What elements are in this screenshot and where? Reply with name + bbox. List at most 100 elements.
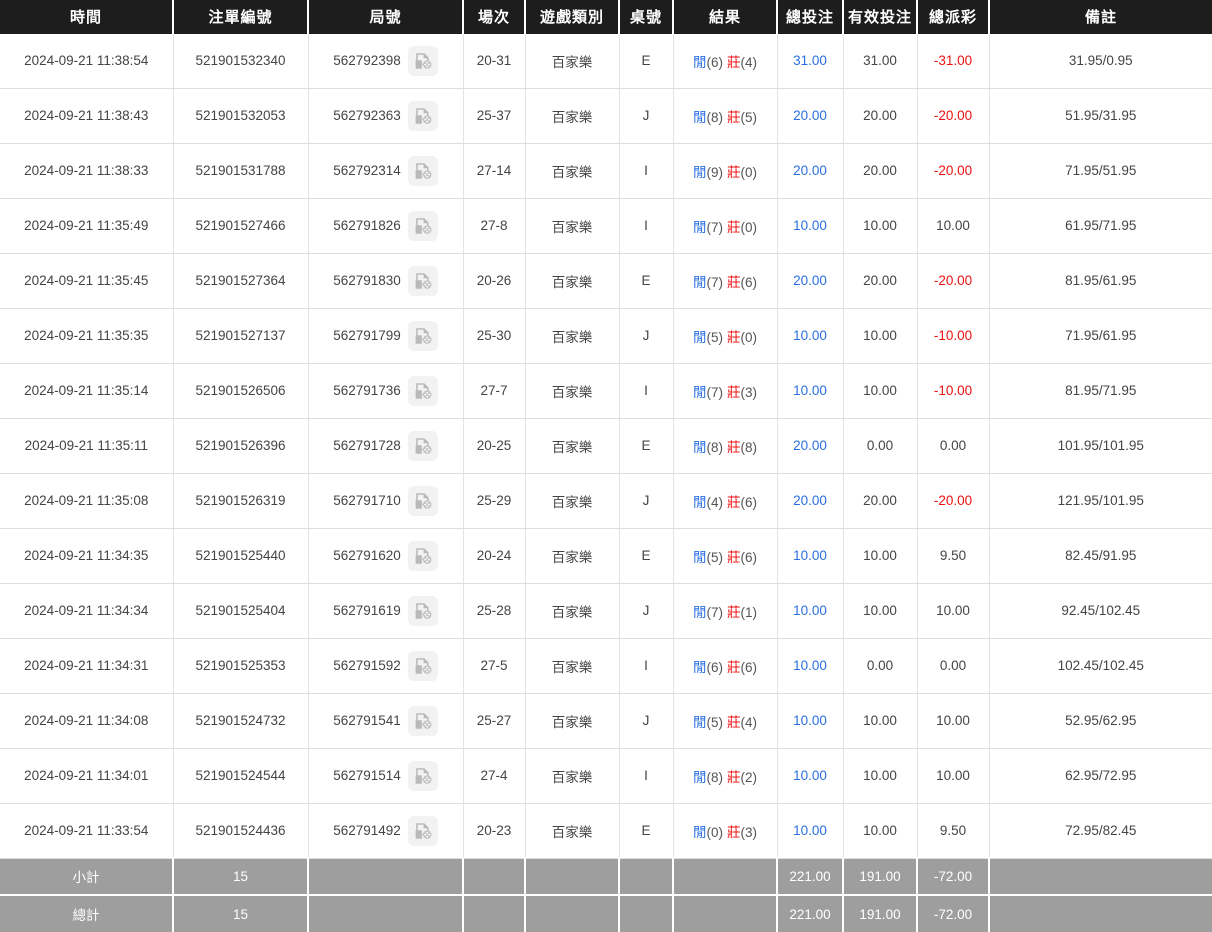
column-header-game-type[interactable]: 遊戲類別 — [525, 0, 620, 34]
round-no-text: 562792398 — [333, 53, 401, 68]
video-film-icon[interactable] — [407, 430, 438, 461]
cell-total-payout: -10.00 — [917, 308, 990, 364]
column-header-total-bet[interactable]: 總投注 — [777, 0, 844, 34]
game-type-text: 百家樂 — [551, 164, 593, 180]
video-film-icon[interactable] — [407, 650, 438, 681]
cell-game-type: 百家樂 — [525, 638, 620, 694]
cell-valid-bet: 10.00 — [843, 198, 918, 254]
column-header-total-payout[interactable]: 總派彩 — [917, 0, 990, 34]
banker-label: 莊 — [727, 54, 741, 70]
valid-bet-text: 10.00 — [863, 713, 897, 728]
table-row: 2024-09-21 11:38:33 521901531788 562792314… — [0, 143, 1212, 199]
grandtotal-game-type — [525, 895, 620, 932]
bet-id-text: 521901531788 — [195, 163, 286, 178]
column-header-result[interactable]: 結果 — [673, 0, 778, 34]
video-film-icon[interactable] — [407, 375, 438, 406]
table-no-text: I — [644, 768, 648, 783]
cell-valid-bet: 20.00 — [843, 88, 918, 144]
bet-id-text: 521901526319 — [195, 493, 286, 508]
column-header-table-no[interactable]: 桌號 — [619, 0, 674, 34]
player-label: 閒 — [693, 164, 707, 180]
valid-bet-text: 20.00 — [863, 493, 897, 508]
column-header-session[interactable]: 場次 — [463, 0, 526, 34]
bet-id-text: 521901525404 — [195, 603, 286, 618]
video-film-icon[interactable] — [407, 540, 438, 571]
bet-id-text: 521901524436 — [195, 823, 286, 838]
column-header-round-no[interactable]: 局號 — [308, 0, 464, 34]
game-type-text: 百家樂 — [551, 54, 593, 70]
round-no-text: 562791710 — [333, 493, 401, 508]
video-film-icon[interactable] — [407, 485, 438, 516]
player-value: (7) — [706, 384, 724, 400]
banker-label: 莊 — [727, 274, 741, 290]
cell-result: 閒(7) 莊(0) — [673, 198, 778, 254]
video-film-icon[interactable] — [407, 265, 438, 296]
cell-table-no: I — [619, 198, 674, 254]
video-film-icon[interactable] — [407, 45, 438, 76]
video-film-icon[interactable] — [407, 815, 438, 846]
subtotal-round-no — [308, 858, 464, 896]
cell-table-no: I — [619, 143, 674, 199]
cell-total-bet: 20.00 — [777, 143, 844, 199]
cell-result: 閒(0) 莊(3) — [673, 803, 778, 859]
cell-total-payout: -31.00 — [917, 33, 990, 89]
cell-table-no: E — [619, 418, 674, 474]
grandtotal-remark — [989, 895, 1212, 932]
banker-label: 莊 — [727, 329, 741, 345]
cell-valid-bet: 0.00 — [843, 418, 918, 474]
cell-valid-bet: 20.00 — [843, 253, 918, 309]
cell-time: 2024-09-21 11:35:45 — [0, 253, 174, 309]
game-type-text: 百家樂 — [551, 439, 593, 455]
banker-value: (1) — [740, 604, 758, 620]
cell-total-bet: 10.00 — [777, 363, 844, 419]
cell-total-bet: 10.00 — [777, 693, 844, 749]
round-wrap: 562791826 — [333, 210, 438, 241]
session-text: 27-14 — [476, 163, 512, 178]
cell-result: 閒(5) 莊(4) — [673, 693, 778, 749]
round-wrap: 562792314 — [333, 155, 438, 186]
video-film-icon[interactable] — [407, 595, 438, 626]
column-header-time[interactable]: 時間 — [0, 0, 174, 34]
grandtotal-valid-bet: 191.00 — [843, 895, 918, 932]
table-row: 2024-09-21 11:34:35 521901525440 562791620… — [0, 528, 1212, 584]
cell-remark: 61.95/71.95 — [989, 198, 1212, 254]
player-value: (8) — [706, 109, 724, 125]
result-text: 閒(5) 莊(4) — [693, 715, 757, 730]
valid-bet-text: 20.00 — [863, 273, 897, 288]
total-bet-text: 31.00 — [793, 53, 827, 68]
banker-value: (8) — [740, 439, 758, 455]
cell-total-payout: 10.00 — [917, 198, 990, 254]
valid-bet-text: 10.00 — [863, 823, 897, 838]
banker-label: 莊 — [727, 659, 741, 675]
total-bet-text: 10.00 — [793, 383, 827, 398]
player-value: (5) — [706, 714, 724, 730]
column-header-bet-id[interactable]: 注單編號 — [173, 0, 309, 34]
banker-value: (3) — [740, 824, 758, 840]
video-film-icon[interactable] — [407, 760, 438, 791]
cell-bet-id: 521901532340 — [173, 33, 309, 89]
video-film-icon[interactable] — [407, 155, 438, 186]
banker-value: (2) — [740, 769, 758, 785]
video-film-icon[interactable] — [407, 210, 438, 241]
round-wrap: 562791514 — [333, 760, 438, 791]
video-film-icon[interactable] — [407, 705, 438, 736]
column-header-valid-bet[interactable]: 有效投注 — [843, 0, 918, 34]
player-label: 閒 — [693, 109, 707, 125]
remark-text: 51.95/31.95 — [1065, 108, 1137, 123]
valid-bet-text: 31.00 — [863, 53, 897, 68]
cell-session: 20-24 — [463, 528, 526, 584]
banker-label: 莊 — [727, 824, 741, 840]
round-wrap: 562792363 — [333, 100, 438, 131]
round-no-text: 562791799 — [333, 328, 401, 343]
bet-id-text: 521901525440 — [195, 548, 286, 563]
video-film-icon[interactable] — [407, 100, 438, 131]
bet-id-text: 521901527364 — [195, 273, 286, 288]
table-no-text: E — [641, 548, 651, 563]
cell-total-bet: 20.00 — [777, 88, 844, 144]
cell-table-no: I — [619, 748, 674, 804]
valid-bet-text: 10.00 — [863, 603, 897, 618]
round-no-text: 562791620 — [333, 548, 401, 563]
column-header-remark[interactable]: 備註 — [989, 0, 1212, 34]
video-film-icon[interactable] — [407, 320, 438, 351]
